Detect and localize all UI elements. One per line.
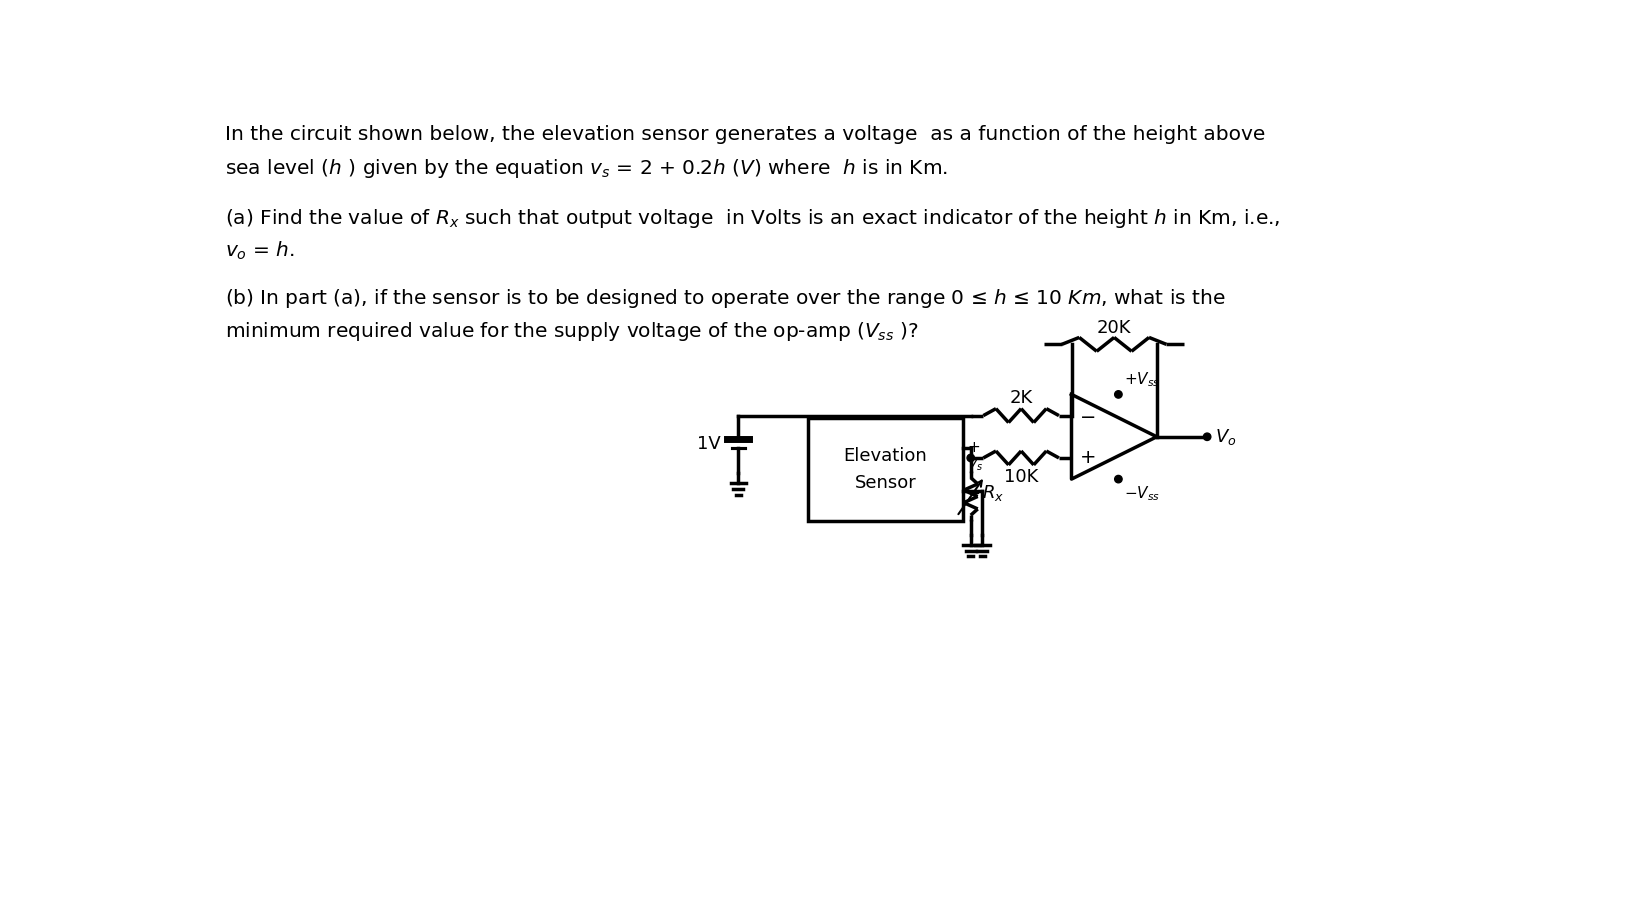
Circle shape [1203, 433, 1211, 440]
Text: $+V_{ss}$: $+V_{ss}$ [1123, 370, 1159, 389]
Circle shape [967, 454, 975, 461]
Text: (b) In part (a), if the sensor is to be designed to operate over the range 0 ≤ $: (b) In part (a), if the sensor is to be … [225, 288, 1226, 311]
Text: In the circuit shown below, the elevation sensor generates a voltage  as a funct: In the circuit shown below, the elevatio… [225, 125, 1265, 144]
Text: $V_o$: $V_o$ [1214, 426, 1236, 447]
Circle shape [1115, 475, 1122, 482]
Text: $+$: $+$ [1079, 448, 1096, 468]
Bar [807, 417, 964, 521]
Text: $+$: $+$ [967, 440, 980, 456]
Text: (a) Find the value of $R_x$ such that output voltage  in Volts is an exact indic: (a) Find the value of $R_x$ such that ou… [225, 208, 1281, 231]
Text: $V_s$: $V_s$ [967, 457, 983, 473]
Text: $R_x$: $R_x$ [982, 483, 1004, 504]
Text: $-V_{ss}$: $-V_{ss}$ [1123, 484, 1159, 504]
Text: 20K: 20K [1097, 319, 1131, 336]
Text: $-$: $-$ [1079, 406, 1096, 425]
Text: $v_o$ = $h$.: $v_o$ = $h$. [225, 240, 295, 262]
Text: sea level ($h$ ) given by the equation $v_s$ = 2 + 0.2$h$ ($V$) where  $h$ is in: sea level ($h$ ) given by the equation $… [225, 157, 947, 180]
Text: 1V: 1V [697, 436, 721, 453]
Text: 10K: 10K [1004, 468, 1039, 486]
Text: 2K: 2K [1009, 389, 1032, 407]
Text: Sensor: Sensor [855, 473, 917, 492]
Text: $-$: $-$ [967, 483, 980, 498]
Text: Elevation: Elevation [843, 448, 928, 465]
Text: minimum required value for the supply voltage of the op-amp ($V_{ss}$ )?: minimum required value for the supply vo… [225, 320, 918, 343]
Circle shape [1115, 391, 1122, 398]
